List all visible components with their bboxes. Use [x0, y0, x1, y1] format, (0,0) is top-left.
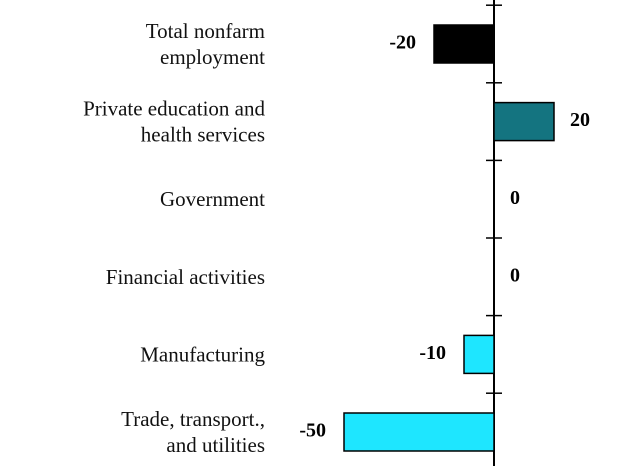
value-label: -20 — [389, 32, 416, 54]
bar — [433, 24, 495, 64]
category-label: Private education and health services — [83, 97, 265, 147]
value-label: 0 — [510, 187, 520, 209]
category-label: Trade, transport., and utilities — [121, 407, 265, 457]
value-label: -50 — [299, 420, 326, 442]
bar — [493, 101, 555, 142]
bar — [463, 334, 495, 375]
value-label: 20 — [570, 109, 590, 131]
value-label: -10 — [419, 342, 446, 364]
bar — [343, 412, 495, 452]
category-label: Manufacturing — [140, 342, 265, 366]
category-label: Total nonfarm employment — [146, 19, 265, 69]
category-label: Government — [160, 187, 265, 211]
category-label: Financial activities — [106, 265, 265, 289]
value-label: 0 — [510, 264, 520, 286]
